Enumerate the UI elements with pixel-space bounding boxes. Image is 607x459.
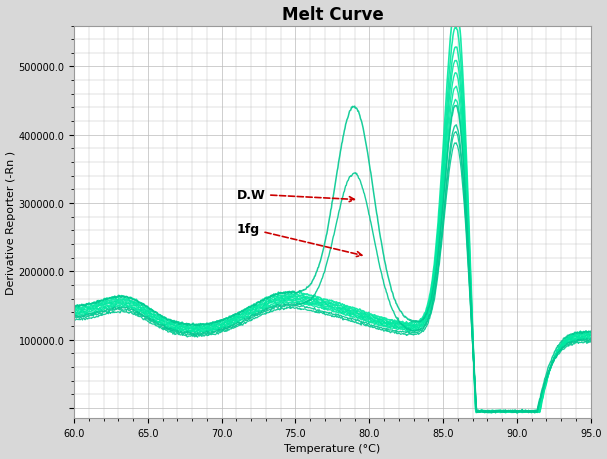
Text: 1fg: 1fg bbox=[237, 222, 362, 257]
Title: Melt Curve: Melt Curve bbox=[282, 6, 383, 23]
Text: D.W: D.W bbox=[237, 188, 354, 202]
Y-axis label: Derivative Reporter (-Rn ): Derivative Reporter (-Rn ) bbox=[5, 151, 16, 294]
X-axis label: Temperature (°C): Temperature (°C) bbox=[284, 443, 381, 453]
